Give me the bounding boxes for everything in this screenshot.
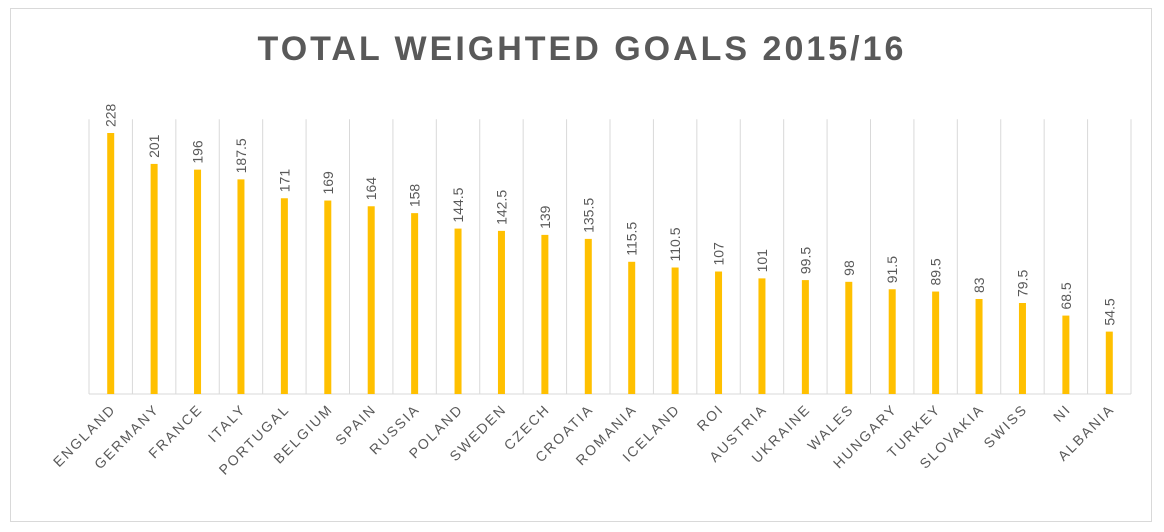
data-label: 91.5 <box>884 256 900 283</box>
data-label: 54.5 <box>1101 298 1117 325</box>
data-label: 115.5 <box>624 222 640 256</box>
bar <box>584 238 592 394</box>
bar <box>801 280 809 394</box>
bar <box>845 281 853 394</box>
bar <box>541 234 549 394</box>
data-label: 164 <box>363 177 379 201</box>
data-label: 169 <box>320 171 336 195</box>
data-label: 110.5 <box>667 227 683 261</box>
chart-title: TOTAL WEIGHTED GOALS 2015/16 <box>257 30 907 68</box>
data-label: 142.5 <box>493 190 509 225</box>
bar <box>715 271 723 394</box>
bar <box>150 163 158 394</box>
bar <box>411 213 419 394</box>
data-label: 158 <box>407 184 423 208</box>
bar <box>975 298 983 394</box>
data-label: 99.5 <box>797 247 813 274</box>
bar <box>454 228 462 394</box>
data-label: 144.5 <box>450 187 466 222</box>
bar <box>367 206 375 394</box>
data-label: 68.5 <box>1058 282 1074 309</box>
data-label: 98 <box>841 260 857 276</box>
data-label: 83 <box>971 277 987 293</box>
bar <box>324 200 332 394</box>
bar <box>280 198 288 394</box>
bar <box>628 261 636 394</box>
bar <box>497 230 505 394</box>
bar <box>1018 302 1026 394</box>
data-label: 101 <box>754 249 770 273</box>
bar <box>1062 315 1070 394</box>
bar <box>888 289 896 394</box>
data-label: 171 <box>276 169 292 193</box>
x-tick-label: NI <box>1050 401 1074 425</box>
data-label: 79.5 <box>1014 270 1030 297</box>
bar <box>107 133 115 394</box>
data-label: 196 <box>190 140 206 164</box>
data-label: 135.5 <box>580 198 596 233</box>
data-label: 228 <box>103 103 119 127</box>
data-label: 187.5 <box>233 138 249 173</box>
bar <box>194 169 202 394</box>
x-tick-label: SWISS <box>980 401 1030 451</box>
data-label: 201 <box>146 134 162 158</box>
bar <box>1105 331 1113 394</box>
bar <box>932 291 940 394</box>
data-label: 107 <box>711 242 727 266</box>
bar <box>671 267 679 394</box>
bar <box>758 278 766 394</box>
bar <box>237 179 245 394</box>
x-tick-label: ROI <box>694 401 727 434</box>
data-label: 139 <box>537 205 553 229</box>
data-label: 89.5 <box>928 258 944 285</box>
